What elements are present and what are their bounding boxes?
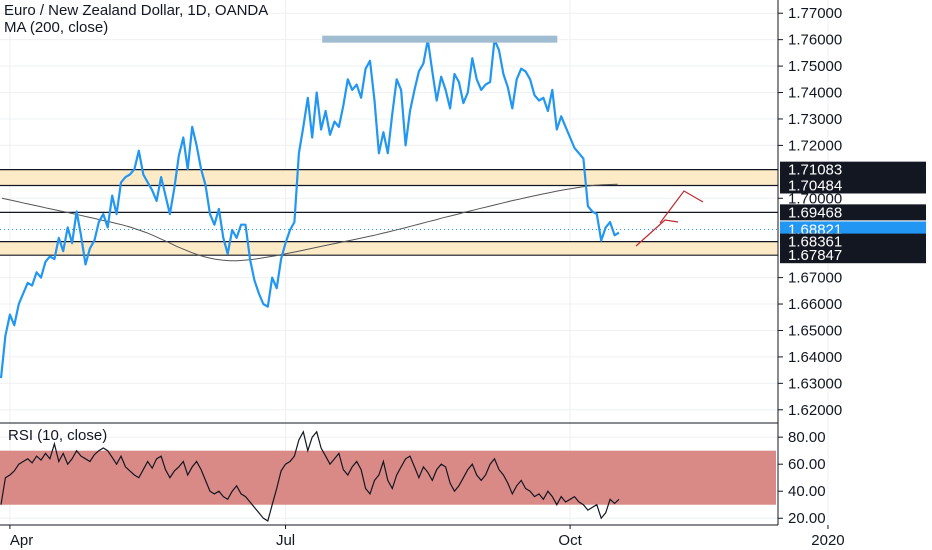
price-label: 1.67847 <box>788 247 842 264</box>
resistance-marker <box>322 35 558 43</box>
price-label: 1.71083 <box>788 162 842 179</box>
axes: 1.77000 1.76000 1.75000 1.74000 1.73000 1.720… <box>0 0 845 549</box>
support-resistance-zones <box>0 169 778 256</box>
y-tick-label: 1.75000 <box>788 58 842 75</box>
price-line <box>0 38 620 379</box>
arrow-up-2 <box>659 190 704 224</box>
price-label-bg <box>780 247 926 264</box>
rsi-tick-label: 40.00 <box>788 483 826 500</box>
y-tick-label: 1.67000 <box>788 270 842 287</box>
y-tick-label: 1.64000 <box>788 349 842 366</box>
price-label-bg <box>780 204 926 221</box>
rsi-tick-label: 60.00 <box>788 456 826 473</box>
y-tick-label: 1.62000 <box>788 402 842 419</box>
x-tick-label: Jul <box>276 532 295 549</box>
y-tick-label: 1.66000 <box>788 296 842 313</box>
rsi-line <box>0 430 620 522</box>
y-tick-label: 1.63000 <box>788 375 842 392</box>
price-labels: 1.710831.704841.694681.688211.683611.678… <box>780 161 926 264</box>
price-label: 1.69468 <box>788 204 842 221</box>
y-tick-label: 1.73000 <box>788 111 842 128</box>
rsi-band-rect <box>0 450 776 505</box>
horizontal-levels <box>0 169 778 256</box>
rsi-band <box>0 450 776 505</box>
arrow-up-1 <box>635 219 679 247</box>
y-tick-label: 1.72000 <box>788 137 842 154</box>
price-label: 1.68361 <box>788 234 842 251</box>
annotations <box>322 35 704 247</box>
y-tick-label: 1.76000 <box>788 32 842 49</box>
y-tick-label: 1.77000 <box>788 5 842 22</box>
y-tick-label: 1.70000 <box>788 190 842 207</box>
price-label-bg <box>780 161 926 178</box>
rsi-tick-label: 80.00 <box>788 429 826 446</box>
price-label: 1.70484 <box>788 177 842 194</box>
y-tick-label: 1.65000 <box>788 322 842 339</box>
zone-band <box>0 169 778 186</box>
y-tick-label: 1.74000 <box>788 85 842 102</box>
x-tick-label: 2020 <box>811 532 844 549</box>
zone-band <box>0 241 778 256</box>
rsi-legend: RSI (10, close) <box>8 427 108 444</box>
ma-legend: MA (200, close) <box>4 19 109 36</box>
rsi-series <box>0 430 620 522</box>
x-tick-label: Oct <box>558 532 582 549</box>
grid <box>0 0 829 525</box>
chart-title: Euro / New Zealand Dollar, 1D, OANDA <box>4 2 269 19</box>
x-tick-label: Apr <box>10 532 33 549</box>
rsi-tick-label: 20.00 <box>788 510 826 527</box>
price-series <box>0 38 620 379</box>
price-label-bg <box>780 221 926 238</box>
price-label-bg <box>780 177 926 194</box>
price-label-bg <box>780 233 926 250</box>
